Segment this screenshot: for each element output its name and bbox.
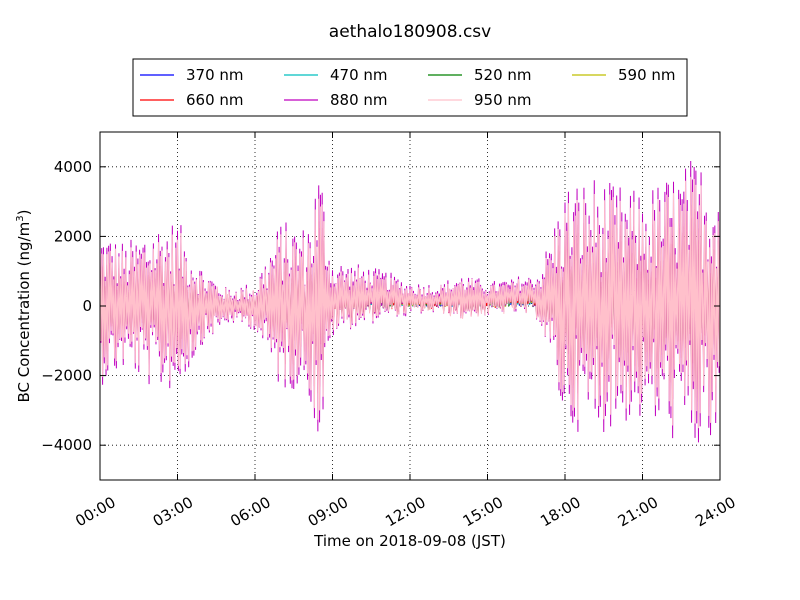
ticks — [99, 132, 721, 480]
legend-box — [132, 58, 688, 117]
y-tick-label: 0 — [82, 297, 92, 315]
x-tick-labels: 00:00 03:00 06:00 09:00 12:00 15:00 18:00 21:00… — [72, 493, 738, 530]
legend-label: 520 nm — [474, 66, 532, 84]
y-axis-label-superscript: 3 — [15, 215, 26, 221]
y-tick-labels: −4000 −2000 0 2000 4000 — [41, 158, 92, 454]
legend-label: 950 nm — [474, 91, 532, 109]
x-tick-label: 12:00 — [382, 493, 428, 530]
x-tick-label: 18:00 — [537, 493, 583, 530]
x-tick-label: 21:00 — [615, 493, 661, 530]
x-tick-label: 24:00 — [692, 493, 738, 530]
y-axis-label-main: BC Concentration (ng/m — [15, 222, 33, 403]
series-layer — [100, 161, 720, 443]
legend-label: 370 nm — [186, 66, 244, 84]
legend-label: 880 nm — [330, 91, 388, 109]
y-axis-label-close: ) — [15, 210, 33, 216]
x-tick-label: 09:00 — [305, 493, 351, 530]
x-tick-label: 03:00 — [150, 493, 196, 530]
legend-label: 590 nm — [618, 66, 676, 84]
plot-area — [100, 161, 720, 443]
y-tick-label: 4000 — [54, 158, 92, 176]
y-tick-label: −2000 — [41, 367, 92, 385]
y-tick-label: −4000 — [41, 436, 92, 454]
x-tick-label: 00:00 — [72, 493, 118, 530]
series-line-950-nm — [100, 176, 720, 429]
chart-title: aethalo180908.csv — [329, 22, 491, 42]
x-tick-label: 15:00 — [460, 493, 506, 530]
y-axis-label: BC Concentration (ng/m3) — [15, 210, 33, 403]
series-line-880-nm — [100, 161, 720, 443]
y-tick-label: 2000 — [54, 227, 92, 245]
x-tick-label: 06:00 — [227, 493, 273, 530]
legend-label: 660 nm — [186, 91, 244, 109]
legend: 370 nm 470 nm 520 nm 590 nm 660 nm 880 nm 950 … — [132, 58, 688, 117]
legend-label: 470 nm — [330, 66, 388, 84]
x-axis-label: Time on 2018-09-08 (JST) — [313, 532, 506, 550]
